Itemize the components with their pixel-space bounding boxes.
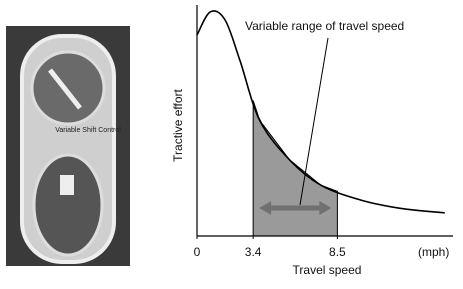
y-axis-label: Tractive effort: [171, 88, 185, 161]
lower-lever: [60, 175, 74, 195]
upper-dial: [32, 52, 104, 124]
chart: 0 3.4 8.5 Variable range of travel speed Tra…: [171, 5, 453, 277]
x-tick-label: 8.5: [329, 245, 346, 259]
page: {"photo": {"label": "Variable Shift Cont…: [0, 0, 463, 284]
figure: Variable Shift Control 0 3.4 8.5 Variable r…: [0, 0, 463, 284]
photo-label: Variable Shift Control: [55, 127, 121, 134]
annotation: Variable range of travel speed: [245, 19, 404, 33]
lower-dial: [34, 155, 102, 255]
x-axis-label: Travel speed: [293, 263, 362, 277]
x-unit-label: (mph): [418, 245, 449, 259]
machine-photo: Variable Shift Control: [6, 26, 130, 266]
tractive-effort-curve: [197, 11, 445, 213]
speed-range-area: [253, 100, 337, 236]
x-tick-label: 3.4: [245, 245, 262, 259]
x-tick-label: 0: [194, 245, 201, 259]
